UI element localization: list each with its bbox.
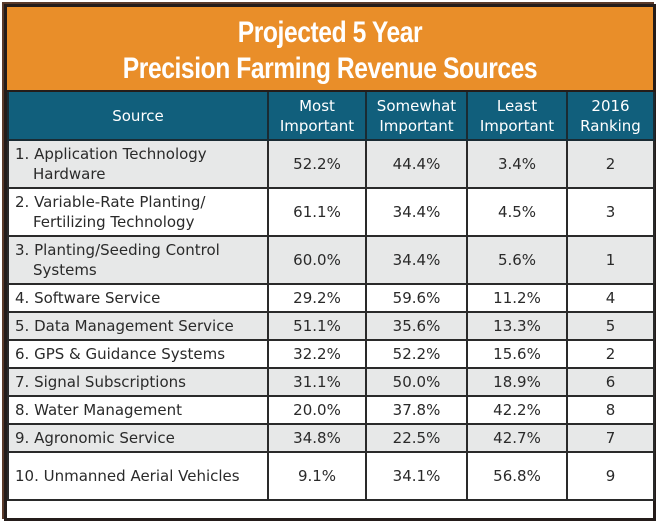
source-text: 2. Variable-Rate Planting/ Fertilizing T… xyxy=(15,193,206,231)
cell-ranking: 9 xyxy=(566,451,655,501)
cell-ranking: 2 xyxy=(566,339,655,369)
cell-source: 2. Variable-Rate Planting/ Fertilizing T… xyxy=(7,187,269,237)
cell-least: 15.6% xyxy=(466,339,568,369)
title-line-2: Precision Farming Revenue Sources xyxy=(122,52,538,85)
cell-somewhat: 52.2% xyxy=(365,339,468,369)
table-row: 4. Software Service 29.2% 59.6% 11.2% 4 xyxy=(7,283,655,313)
cell-ranking: 3 xyxy=(566,187,655,237)
source-text: 8. Water Management xyxy=(15,401,182,419)
cell-most: 60.0% xyxy=(267,235,367,285)
cell-ranking: 7 xyxy=(566,423,655,453)
source-text: 9. Agronomic Service xyxy=(15,429,175,447)
cell-somewhat: 50.0% xyxy=(365,367,468,397)
cell-most: 29.2% xyxy=(267,283,367,313)
cell-most: 31.1% xyxy=(267,367,367,397)
cell-least: 3.4% xyxy=(466,139,568,189)
cell-somewhat: 44.4% xyxy=(365,139,468,189)
table-row: 6. GPS & Guidance Systems 32.2% 52.2% 15… xyxy=(7,339,655,369)
table-frame: Projected 5 Year Precision Farming Reven… xyxy=(4,4,656,521)
cell-somewhat: 22.5% xyxy=(365,423,468,453)
header-most-important: Most Important xyxy=(267,92,367,141)
table-row: 5. Data Management Service 51.1% 35.6% 1… xyxy=(7,311,655,341)
title-line-1: Projected 5 Year xyxy=(237,16,423,49)
cell-ranking: 5 xyxy=(566,311,655,341)
table-row: 1. Application Technology Hardware 52.2%… xyxy=(7,139,655,189)
header-row: Source Most Important Somewhat Important L… xyxy=(7,92,655,141)
cell-ranking: 6 xyxy=(566,367,655,397)
cell-source: 4. Software Service xyxy=(7,283,269,313)
cell-least: 5.6% xyxy=(466,235,568,285)
cell-ranking: 4 xyxy=(566,283,655,313)
table-row: 2. Variable-Rate Planting/ Fertilizing T… xyxy=(7,187,655,237)
cell-source: 3. Planting/Seeding Control Systems xyxy=(7,235,269,285)
cell-least: 42.7% xyxy=(466,423,568,453)
cell-somewhat: 37.8% xyxy=(365,395,468,425)
cell-somewhat: 34.1% xyxy=(365,451,468,501)
header-least-l2: Important xyxy=(479,116,555,135)
cell-least: 42.2% xyxy=(466,395,568,425)
cell-most: 9.1% xyxy=(267,451,367,501)
header-ranking-l2: Ranking xyxy=(580,116,641,135)
source-text: 6. GPS & Guidance Systems xyxy=(15,345,226,363)
cell-source: 6. GPS & Guidance Systems xyxy=(7,339,269,369)
cell-least: 11.2% xyxy=(466,283,568,313)
source-text: 5. Data Management Service xyxy=(15,317,234,335)
table-title: Projected 5 Year Precision Farming Reven… xyxy=(7,7,653,92)
source-text: 1. Application Technology Hardware xyxy=(15,145,207,183)
cell-somewhat: 34.4% xyxy=(365,187,468,237)
cell-somewhat: 35.6% xyxy=(365,311,468,341)
header-ranking-l1: 2016 xyxy=(591,96,630,115)
cell-least: 56.8% xyxy=(466,451,568,501)
cell-source: 8. Water Management xyxy=(7,395,269,425)
revenue-sources-table: Source Most Important Somewhat Important L… xyxy=(7,92,655,501)
cell-source: 5. Data Management Service xyxy=(7,311,269,341)
cell-somewhat: 59.6% xyxy=(365,283,468,313)
table-row: 10. Unmanned Aerial Vehicles 9.1% 34.1% … xyxy=(7,451,655,501)
cell-most: 61.1% xyxy=(267,187,367,237)
table-row: 8. Water Management 20.0% 37.8% 42.2% 8 xyxy=(7,395,655,425)
cell-most: 20.0% xyxy=(267,395,367,425)
cell-ranking: 2 xyxy=(566,139,655,189)
cell-least: 4.5% xyxy=(466,187,568,237)
source-text: 10. Unmanned Aerial Vehicles xyxy=(15,467,240,485)
table-row: 3. Planting/Seeding Control Systems 60.0… xyxy=(7,235,655,285)
table-row: 9. Agronomic Service 34.8% 22.5% 42.7% 7 xyxy=(7,423,655,453)
cell-source: 9. Agronomic Service xyxy=(7,423,269,453)
cell-most: 32.2% xyxy=(267,339,367,369)
header-source-label: Source xyxy=(112,106,164,125)
header-most-l2: Important xyxy=(279,116,355,135)
header-most-l1: Most xyxy=(299,96,335,115)
header-2016-ranking: 2016 Ranking xyxy=(566,92,655,141)
cell-most: 34.8% xyxy=(267,423,367,453)
cell-source: 10. Unmanned Aerial Vehicles xyxy=(7,451,269,501)
source-text: 7. Signal Subscriptions xyxy=(15,373,186,391)
cell-ranking: 1 xyxy=(566,235,655,285)
header-somewhat-important: Somewhat Important xyxy=(365,92,468,141)
cell-source: 1. Application Technology Hardware xyxy=(7,139,269,189)
cell-ranking: 8 xyxy=(566,395,655,425)
header-somewhat-l1: Somewhat xyxy=(376,96,457,115)
header-somewhat-l2: Important xyxy=(379,116,454,135)
table-row: 7. Signal Subscriptions 31.1% 50.0% 18.9… xyxy=(7,367,655,397)
cell-most: 52.2% xyxy=(267,139,367,189)
cell-source: 7. Signal Subscriptions xyxy=(7,367,269,397)
cell-somewhat: 34.4% xyxy=(365,235,468,285)
cell-least: 13.3% xyxy=(466,311,568,341)
cell-most: 51.1% xyxy=(267,311,367,341)
header-source: Source xyxy=(7,92,269,141)
header-least-l1: Least xyxy=(496,96,538,115)
header-least-important: Least Important xyxy=(466,92,568,141)
source-text: 3. Planting/Seeding Control Systems xyxy=(15,241,220,279)
source-text: 4. Software Service xyxy=(15,289,161,307)
cell-least: 18.9% xyxy=(466,367,568,397)
